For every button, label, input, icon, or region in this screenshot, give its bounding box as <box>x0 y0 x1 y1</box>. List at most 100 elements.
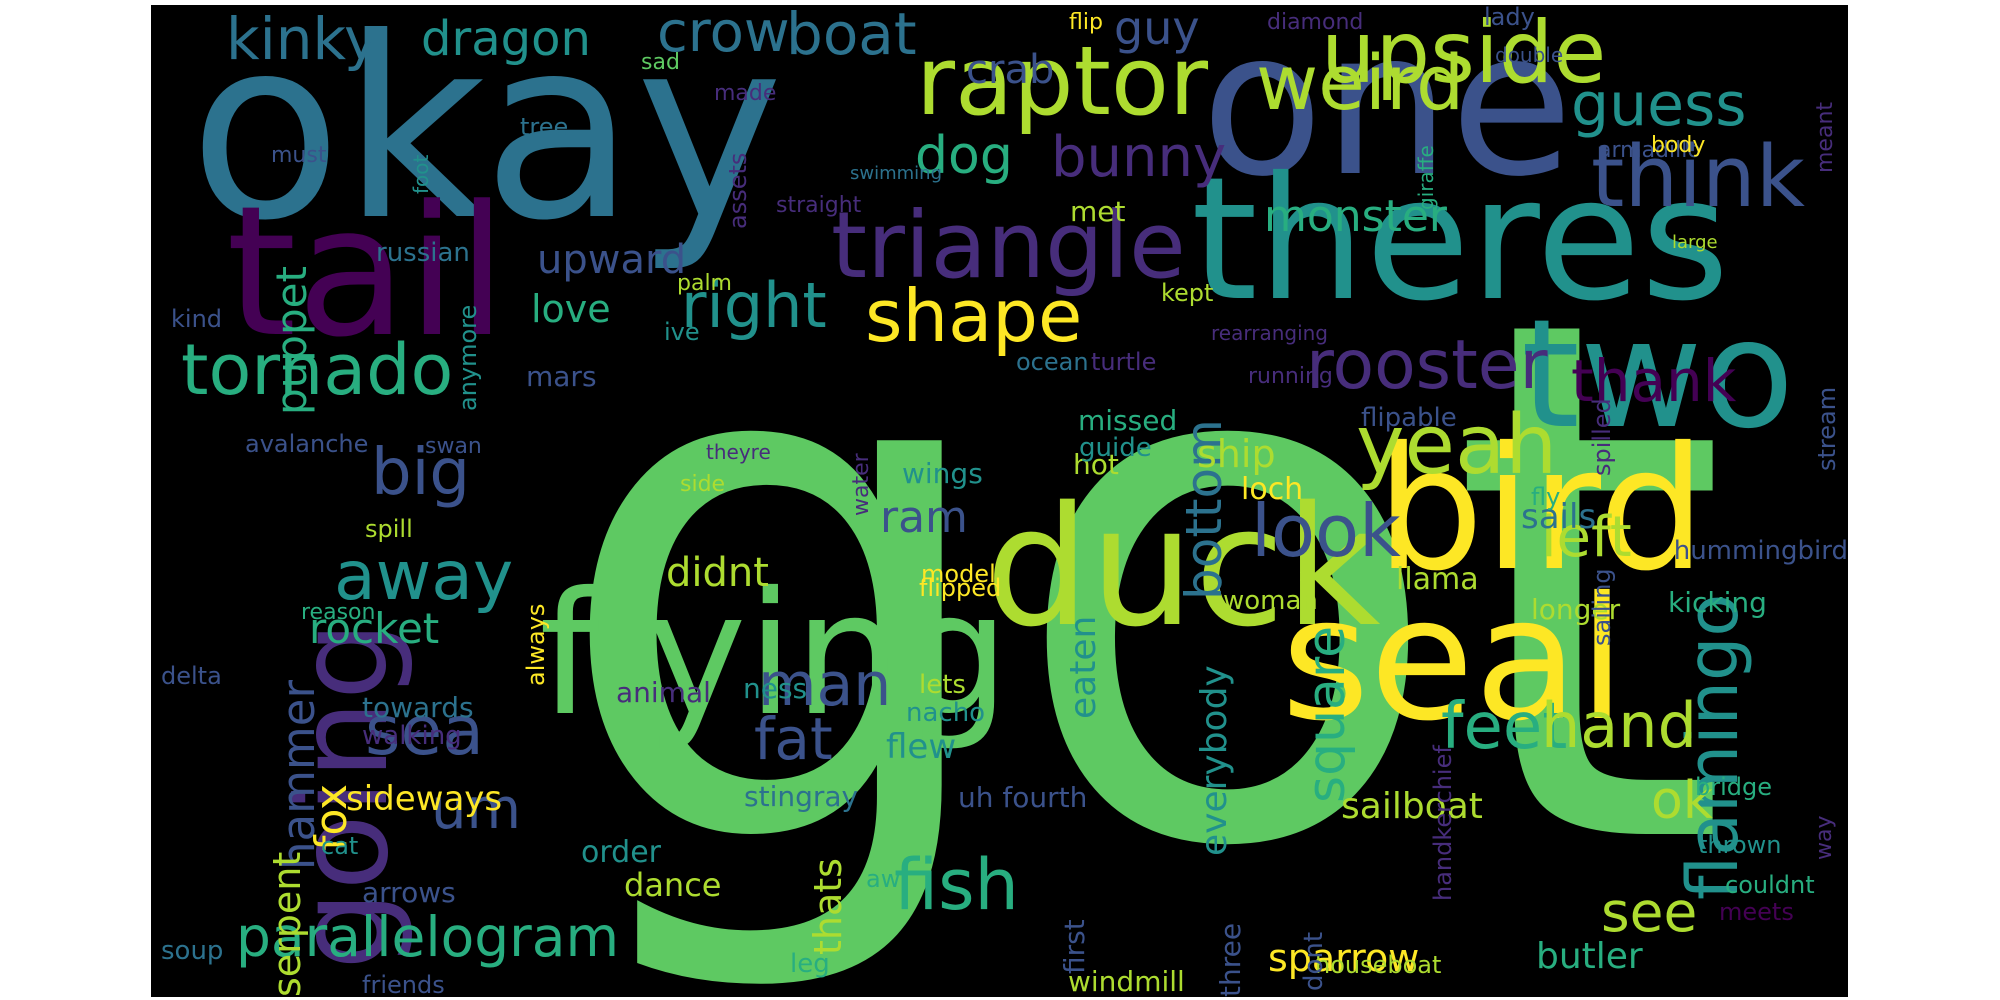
word: sad <box>641 50 680 75</box>
word: left <box>1541 505 1632 570</box>
word: longer <box>1531 593 1621 626</box>
word: weird <box>1256 38 1465 127</box>
word: theres <box>1191 141 1730 339</box>
word: thats <box>806 858 850 955</box>
word: meets <box>1719 898 1794 926</box>
word: russian <box>376 238 470 268</box>
word: loch <box>1241 472 1304 507</box>
word: diamond <box>1267 10 1364 35</box>
word: foot <box>409 154 433 194</box>
word: flew <box>886 727 957 767</box>
word: boat <box>786 5 917 68</box>
word: flip <box>1069 10 1103 35</box>
word: met <box>1070 195 1126 228</box>
word: must <box>271 143 327 168</box>
word: kind <box>171 305 223 333</box>
word: body <box>1651 133 1706 158</box>
word: bunny <box>1051 125 1227 190</box>
word: sea <box>365 692 484 771</box>
word: puppet <box>267 266 316 415</box>
word: sails <box>1521 497 1597 537</box>
word: guess <box>1571 70 1747 140</box>
word: houseboat <box>1315 951 1442 979</box>
word: bridge <box>1695 773 1773 801</box>
word: seal <box>1281 561 1626 759</box>
word: sparrow <box>1268 936 1420 980</box>
word: thank <box>1571 347 1737 415</box>
word: dont <box>1299 931 1329 991</box>
word: fly <box>1531 483 1561 511</box>
word: walking <box>362 721 462 751</box>
word: flipable <box>1361 403 1457 433</box>
word: way <box>1812 815 1837 861</box>
word: ok <box>1651 771 1713 831</box>
word: woman <box>1223 586 1318 616</box>
word: towards <box>362 691 474 724</box>
word: side <box>680 472 726 497</box>
word: armadillo <box>1598 138 1701 163</box>
word: right <box>681 269 827 342</box>
word: flipped <box>919 574 1002 602</box>
word: ram <box>880 492 968 543</box>
word: lets <box>919 670 966 700</box>
word: swan <box>425 434 482 459</box>
word: handkerchief <box>1429 745 1457 901</box>
word: large <box>1672 232 1718 253</box>
word: double <box>1495 43 1564 67</box>
word: spill <box>365 515 413 543</box>
word: duck <box>985 471 1381 663</box>
word: triangle <box>831 192 1186 299</box>
word: kicking <box>1668 586 1767 619</box>
word: order <box>581 835 661 870</box>
word: model <box>921 560 996 588</box>
word: ship <box>1197 432 1276 476</box>
word: mars <box>526 360 597 393</box>
word: wings <box>902 457 983 490</box>
word: tail <box>226 168 507 377</box>
word: first <box>1058 919 1091 974</box>
word: kept <box>1161 279 1214 307</box>
word: cat <box>321 832 359 860</box>
word: dog <box>915 126 1013 186</box>
word: everybody <box>1194 665 1235 856</box>
word: running <box>1248 364 1333 389</box>
word: guide <box>1079 433 1152 463</box>
word: soup <box>161 936 224 966</box>
word: always <box>522 603 550 686</box>
word: fat <box>754 705 833 773</box>
word: away <box>334 537 514 616</box>
word: friends <box>362 971 445 997</box>
word: crab <box>966 47 1055 93</box>
word: didnt <box>666 550 769 596</box>
word: okay <box>189 5 784 275</box>
word: three <box>1214 922 1247 997</box>
word: tree <box>520 113 569 141</box>
word: stream <box>1813 386 1841 471</box>
word: palm <box>677 271 732 296</box>
word: square <box>1297 625 1357 803</box>
word: fish <box>894 844 1019 926</box>
word: swimming <box>850 163 943 184</box>
word: sailing <box>1588 568 1616 646</box>
word: two <box>1521 288 1795 462</box>
word: crow <box>657 5 790 65</box>
word: ocean <box>1016 348 1089 376</box>
word: hot <box>1073 448 1119 481</box>
word: delta <box>161 662 222 690</box>
word: parallelogram <box>236 905 620 969</box>
word: one <box>1201 5 1574 221</box>
word: flying <box>539 556 1010 754</box>
word: man <box>758 650 892 720</box>
word: windmill <box>1068 965 1185 997</box>
word: dance <box>624 866 722 904</box>
word: yeah <box>1356 398 1558 493</box>
word: thrown <box>1698 831 1782 859</box>
word: serpent <box>265 851 309 997</box>
word: arrows <box>362 876 456 909</box>
word: hand <box>1541 689 1697 762</box>
word: love <box>531 287 611 331</box>
word: butler <box>1536 936 1643 977</box>
word: think <box>1591 128 1805 227</box>
word: straight <box>776 193 862 218</box>
word: leg <box>790 949 830 979</box>
